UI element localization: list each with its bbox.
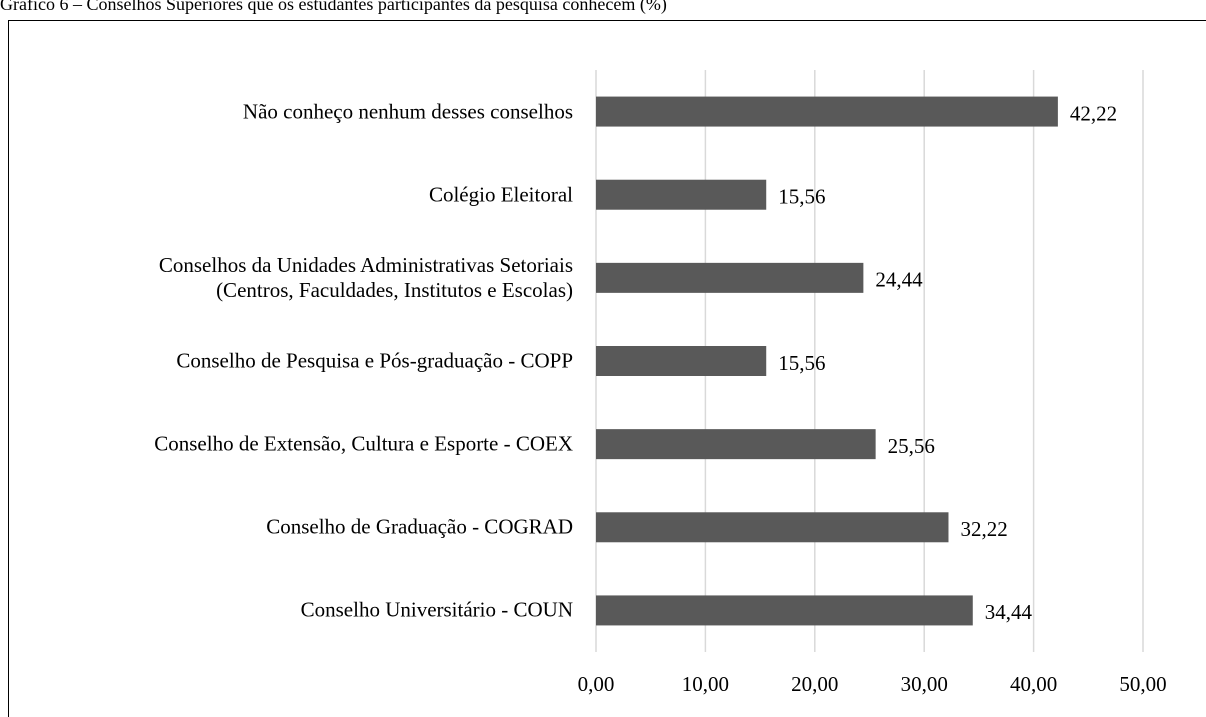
y-tick-label: Conselho de Pesquisa e Pós-graduação - C…	[176, 348, 573, 373]
bar	[596, 512, 949, 543]
x-tick-label: 10,00	[682, 672, 729, 696]
y-tick-label: Não conheço nenhum desses conselhos	[242, 99, 573, 124]
x-tick-label: 0,00	[578, 672, 615, 696]
value-label: 15,56	[778, 185, 825, 209]
y-tick-label: Conselho de Extensão, Cultura e Esporte …	[154, 431, 573, 456]
value-label: 24,44	[875, 268, 923, 292]
x-tick-label: 30,00	[901, 672, 948, 696]
value-label: 32,22	[960, 517, 1007, 541]
bar	[596, 262, 864, 293]
y-tick-label: Conselho de Graduação - COGRAD	[266, 514, 573, 539]
bar	[596, 179, 767, 210]
value-label: 25,56	[888, 434, 935, 458]
x-tick-label: 20,00	[791, 672, 838, 696]
value-label: 34,44	[985, 600, 1033, 624]
bar	[596, 595, 973, 626]
bar	[596, 429, 876, 460]
chart-title: Gráfico 6 – Conselhos Superiores que os …	[0, 0, 667, 15]
value-label: 42,22	[1070, 101, 1117, 125]
bar	[596, 346, 767, 376]
x-tick-label: 40,00	[1010, 672, 1057, 696]
frame	[8, 20, 1206, 717]
value-label: 15,56	[778, 351, 825, 375]
x-tick-label: 50,00	[1119, 672, 1166, 696]
y-tick-label: Conselhos da Unidades Administrativas Se…	[158, 252, 573, 302]
bar	[596, 96, 1058, 127]
y-tick-label: Conselho Universitário - COUN	[300, 597, 573, 622]
y-tick-label: Colégio Eleitoral	[428, 182, 573, 207]
